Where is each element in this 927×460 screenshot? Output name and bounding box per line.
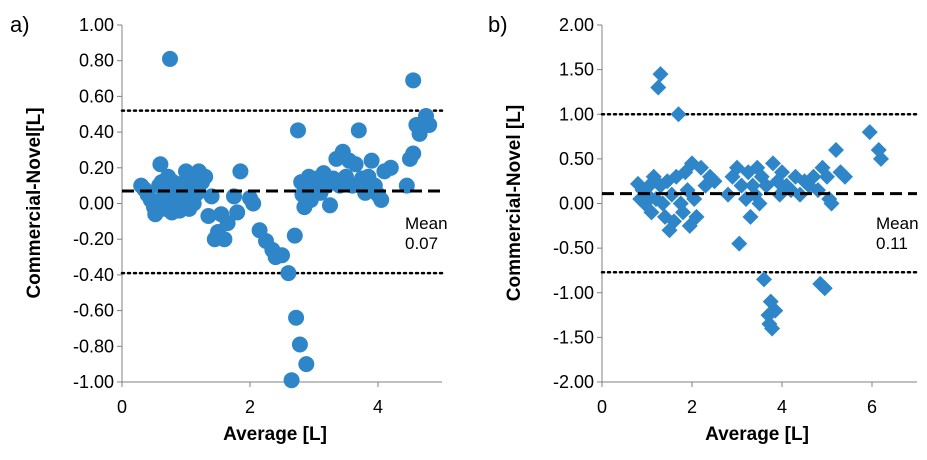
data-point [283,372,300,389]
data-point [373,191,390,208]
x-tick-label: 0 [597,397,607,417]
data-point [751,195,768,212]
data-point [197,168,214,185]
mean-annotation-value: 0.07 [405,234,438,253]
data-point [670,106,687,123]
y-tick-label: 0.20 [79,158,114,178]
data-point [666,213,682,230]
y-tick-label: -0.60 [73,301,114,321]
y-tick-label: -1.00 [553,283,594,303]
y-tick-label: 0.50 [559,149,594,169]
y-tick-label: -0.40 [73,265,114,285]
data-point [286,227,303,244]
data-point [765,155,781,172]
data-point [823,195,840,212]
data-point [298,356,315,373]
data-point [291,336,308,353]
x-tick-label: 0 [117,397,127,417]
data-point [643,204,660,221]
data-point [706,173,723,190]
data-point [162,50,178,67]
data-point [828,141,844,158]
y-tick-label: -0.50 [553,238,594,258]
y-tick-label: -2.00 [553,372,594,392]
data-point [421,116,438,133]
data-point [816,280,833,297]
panel-label: a) [10,12,30,37]
data-point [650,79,667,96]
mean-annotation-label: Mean [876,214,919,233]
data-point [663,186,680,203]
data-point [200,207,217,224]
data-point [733,177,750,194]
y-tick-label: 0.00 [559,194,594,214]
data-point [861,124,878,141]
data-point [216,231,233,248]
data-point [245,195,262,212]
data-point [654,195,671,212]
y-tick-label: 1.50 [559,60,594,80]
data-point [693,159,709,176]
data-point [363,152,380,169]
data-point [232,163,249,180]
x-tick-label: 4 [373,397,383,417]
data-point [873,150,889,167]
data-point [405,72,422,89]
data-point [219,215,236,232]
panel-a-chart: a) 1.00 0.80 0.60 0.40 0.20 0.00 -0.20 -0.40 -0.6… [10,12,448,445]
mean-annotation-value: 0.11 [876,234,908,253]
data-point [837,168,853,185]
x-tick-label: 2 [687,397,697,417]
y-axis-title: Commercial-Novel[L] [24,107,45,298]
x-axis-title: Average [L] [223,424,327,445]
y-tick-label: 2.00 [559,15,594,35]
data-point [774,164,790,181]
data-point [347,156,364,173]
panel-label: b) [488,12,508,37]
data-point [382,159,399,176]
x-tick-label: 2 [245,397,255,417]
data-point [675,204,691,221]
data-point [764,320,781,337]
y-tick-label: -1.00 [73,372,114,392]
data-point [652,66,669,83]
data-point [350,122,367,139]
x-axis-title: Average [L] [705,424,809,445]
data-point [290,122,306,139]
data-point [288,309,305,326]
y-tick-label: 0.00 [79,194,114,214]
data-point [731,235,748,252]
x-tick-label: 6 [867,397,877,417]
y-tick-label: -1.50 [553,327,594,347]
data-point [152,156,169,173]
y-tick-label: 1.00 [559,104,594,124]
y-tick-label: 1.00 [79,15,114,35]
y-axis-title: Commercial-Novel [L] [504,105,525,301]
y-tick-label: -0.80 [73,336,114,356]
y-tick-label: -0.20 [73,229,114,249]
data-point [405,145,422,162]
data-point [688,208,705,225]
data-point [805,168,822,185]
y-tick-label: 0.60 [79,86,114,106]
data-point [767,302,784,319]
y-tick-label: 0.40 [79,122,114,142]
data-point [819,168,835,185]
data-point [322,197,338,214]
data-point [274,247,290,264]
data-point [742,208,759,225]
data-point [280,265,297,282]
panel-b-chart: b) 2.00 1.50 1.00 0.50 0.00 -0.50 -1.00 -1.50 -2.… [488,12,919,445]
y-tick-label: 0.80 [79,51,114,71]
data-point [229,204,246,221]
data-point [756,271,772,288]
x-tick-label: 4 [777,397,787,417]
mean-annotation-label: Mean [405,214,448,233]
